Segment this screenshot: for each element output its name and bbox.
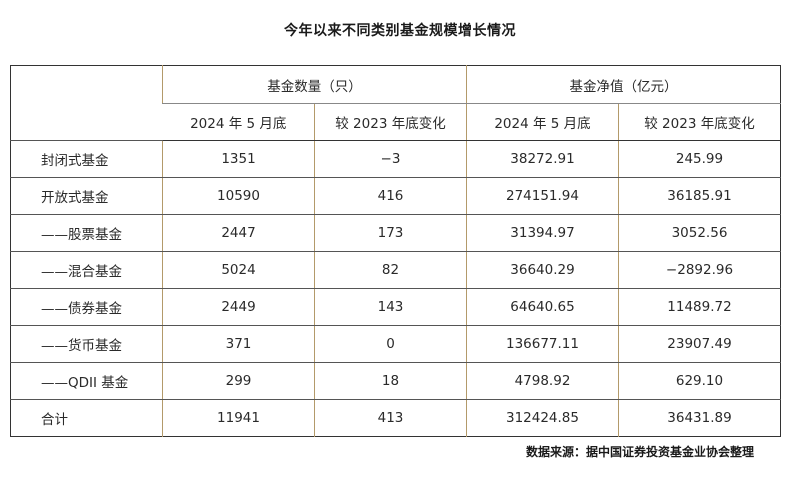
sub-header-count-change: 较 2023 年底变化: [314, 103, 467, 141]
table-row: ——混合基金 5024 82 36640.29 −2892.96: [10, 251, 781, 289]
cell-nav-may: 31394.97: [466, 214, 619, 252]
row-category: 合计: [41, 412, 68, 428]
cell-count-change: 413: [314, 399, 467, 437]
cell-nav-may: 36640.29: [466, 251, 619, 289]
row-category: 开放式基金: [10, 177, 163, 215]
cell-nav-may: 136677.11: [466, 325, 619, 363]
row-category: ——债券基金: [10, 288, 163, 326]
row-category: ——QDII 基金: [10, 362, 163, 400]
table-row: ——债券基金 2449 143 64640.65 11489.72: [10, 288, 781, 326]
cell-count-change: −3: [314, 140, 467, 178]
cell-count-may: 5024: [162, 251, 315, 289]
row-category: ——货币基金: [10, 325, 163, 363]
cell-nav-change: 23907.49: [618, 325, 781, 363]
table-row: 开放式基金 10590 416 274151.94 36185.91: [10, 177, 781, 215]
cell-nav-may: 64640.65: [466, 288, 619, 326]
table-title: 今年以来不同类别基金规模增长情况: [284, 23, 516, 39]
cell-nav-may: 4798.92: [466, 362, 619, 400]
cell-count-change: 143: [314, 288, 467, 326]
cell-count-may: 2449: [162, 288, 315, 326]
cell-count-may: 2447: [162, 214, 315, 252]
cell-nav-may: 274151.94: [466, 177, 619, 215]
cell-count-change: 416: [314, 177, 467, 215]
table-row-total: 合计 11941 413 312424.85 36431.89: [11, 399, 781, 437]
cell-nav-change: −2892.96: [618, 251, 781, 289]
data-source-note: 数据来源：据中国证券投资基金业协会整理: [525, 445, 754, 459]
cell-nav-may: 312424.85: [466, 399, 619, 437]
cell-count-may: 299: [162, 362, 315, 400]
cell-count-change: 18: [314, 362, 467, 400]
cell-nav-change: 36185.91: [618, 177, 781, 215]
cell-nav-change: 3052.56: [618, 214, 781, 252]
cell-count-change: 173: [314, 214, 467, 252]
cell-count-may: 1351: [162, 140, 315, 178]
table-row: ——QDII 基金 299 18 4798.92 629.10: [10, 362, 781, 400]
row-category: 封闭式基金: [10, 140, 163, 178]
group-header-fund-nav: 基金净值（亿元）: [466, 65, 781, 104]
row-category: ——混合基金: [10, 251, 163, 289]
cell-nav-change: 36431.89: [618, 399, 781, 437]
cell-count-change: 0: [314, 325, 467, 363]
fund-scale-table: 基金数量（只） 基金净值（亿元） 2024 年 5 月底 较 2023 年底变化…: [10, 65, 781, 437]
table-row: ——股票基金 2447 173 31394.97 3052.56: [10, 214, 781, 252]
cell-count-may: 11941: [162, 399, 315, 437]
row-category: ——股票基金: [10, 214, 163, 252]
cell-count-may: 10590: [162, 177, 315, 215]
cell-nav-may: 38272.91: [466, 140, 619, 178]
corner-header-cell: [10, 65, 163, 141]
table-row: 封闭式基金 1351 −3 38272.91 245.99: [10, 140, 781, 178]
group-header-fund-count: 基金数量（只）: [162, 65, 467, 104]
cell-count-change: 82: [314, 251, 467, 289]
sub-header-nav-change: 较 2023 年底变化: [618, 103, 781, 141]
sub-header-nav-may: 2024 年 5 月底: [466, 103, 619, 141]
sub-header-count-may: 2024 年 5 月底: [162, 103, 315, 141]
cell-count-may: 371: [162, 325, 315, 363]
cell-nav-change: 629.10: [618, 362, 781, 400]
cell-nav-change: 245.99: [618, 140, 781, 178]
cell-nav-change: 11489.72: [618, 288, 781, 326]
table-row: ——货币基金 371 0 136677.11 23907.49: [10, 325, 781, 363]
